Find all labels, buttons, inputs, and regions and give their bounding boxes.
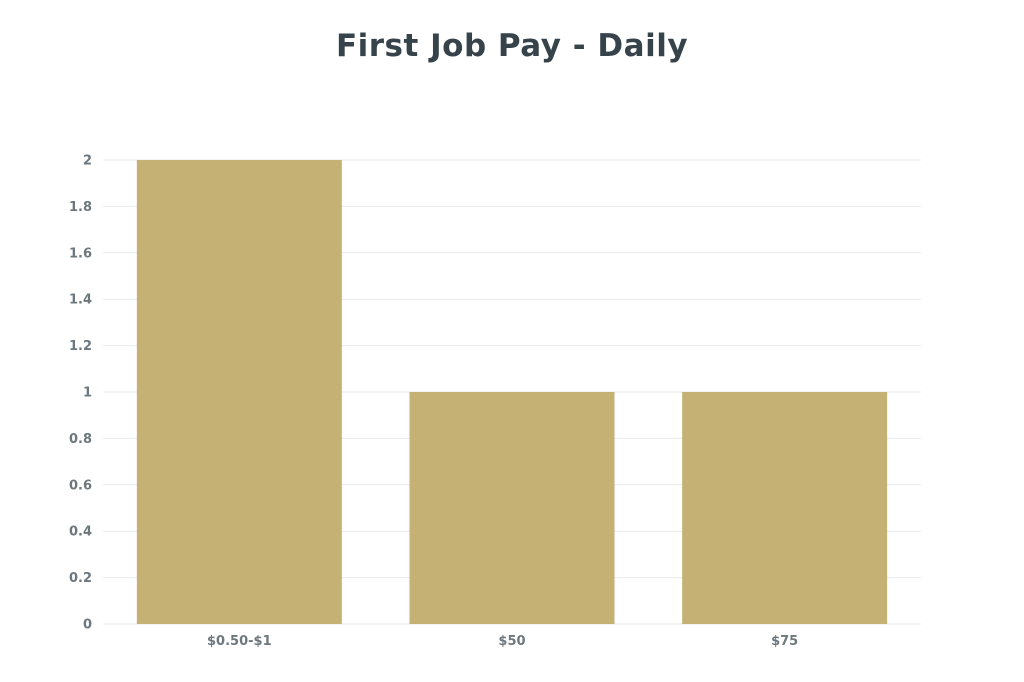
chart-title: First Job Pay - Daily bbox=[335, 28, 689, 64]
bar bbox=[136, 160, 342, 624]
x-tick-label: $0.50-$1 bbox=[207, 634, 272, 649]
y-tick-label: 2 bbox=[83, 154, 92, 169]
x-tick-label: $50 bbox=[498, 634, 525, 649]
y-tick-label: 0.6 bbox=[69, 478, 92, 493]
y-tick-label: 1 bbox=[83, 386, 92, 401]
bars bbox=[136, 160, 888, 624]
y-tick-label: 1.2 bbox=[69, 339, 92, 354]
y-tick-label: 0 bbox=[83, 618, 92, 633]
y-tick-label: 1.4 bbox=[69, 293, 92, 308]
x-axis-tick-labels: $0.50-$1 $50 $75 bbox=[207, 634, 798, 649]
bar bbox=[682, 392, 888, 624]
y-tick-label: 1.8 bbox=[69, 200, 92, 215]
y-tick-label: 0.2 bbox=[69, 571, 92, 586]
x-tick-label: $75 bbox=[771, 634, 798, 649]
y-tick-label: 0.8 bbox=[69, 432, 92, 447]
y-tick-label: 0.4 bbox=[69, 525, 92, 540]
y-axis-tick-labels: 0 0.2 0.4 0.6 0.8 1 1.2 1.4 1.6 1.8 2 bbox=[69, 154, 92, 633]
y-tick-label: 1.6 bbox=[69, 246, 92, 261]
bar bbox=[409, 392, 615, 624]
